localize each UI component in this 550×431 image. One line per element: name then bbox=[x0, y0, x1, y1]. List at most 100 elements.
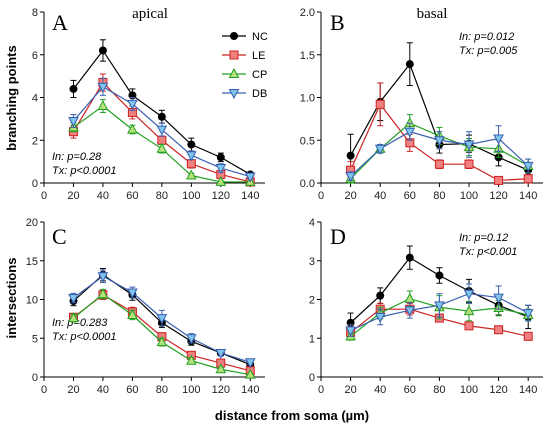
x-tick-label: 120 bbox=[489, 190, 507, 202]
x-tick-label: 20 bbox=[344, 190, 356, 202]
data-point bbox=[404, 127, 416, 138]
x-tick-label: 20 bbox=[67, 190, 79, 202]
y-tick-label: 1 bbox=[309, 333, 315, 345]
data-point bbox=[97, 99, 109, 111]
x-tick-label: 40 bbox=[374, 190, 386, 202]
y-tick-label: 20 bbox=[26, 217, 38, 229]
data-point bbox=[186, 169, 197, 180]
data-point bbox=[435, 271, 444, 280]
y-tick-label: 3 bbox=[309, 256, 315, 268]
stat-text: Tx: p<0.001 bbox=[459, 246, 517, 258]
data-point bbox=[434, 301, 445, 312]
data-point bbox=[374, 144, 386, 155]
x-tick-label: 100 bbox=[460, 384, 478, 396]
y-tick-label: 10 bbox=[26, 295, 38, 307]
data-point bbox=[244, 172, 256, 183]
legend: NC LE CP DB bbox=[222, 31, 268, 100]
x-tick-label: 0 bbox=[41, 190, 47, 202]
data-point bbox=[215, 348, 227, 360]
data-point bbox=[69, 84, 78, 93]
data-point bbox=[156, 314, 168, 325]
y-tick-label: 4 bbox=[32, 93, 38, 105]
data-point bbox=[97, 288, 109, 299]
y-tick-label: 2 bbox=[32, 135, 38, 147]
data-point bbox=[375, 99, 385, 109]
x-tick-label: 140 bbox=[519, 190, 537, 202]
x-tick-label: 0 bbox=[318, 190, 324, 202]
series-cp bbox=[68, 99, 256, 186]
y-tick-label: 5 bbox=[32, 333, 38, 345]
y-tick-label: 2.0 bbox=[300, 7, 315, 19]
ylabel-bottom: intersections bbox=[4, 258, 19, 339]
data-point bbox=[404, 306, 416, 317]
series-db bbox=[68, 77, 256, 183]
data-point bbox=[187, 140, 196, 149]
x-tick-label: 20 bbox=[67, 384, 79, 396]
data-point bbox=[434, 159, 444, 169]
stat-text: In: p=0.283 bbox=[52, 317, 108, 329]
stat-text: In: p=0.012 bbox=[459, 31, 514, 43]
x-tick-label: 60 bbox=[126, 190, 138, 202]
data-point bbox=[463, 289, 475, 300]
data-point bbox=[68, 117, 79, 128]
series-cp bbox=[68, 288, 256, 379]
legend-marker bbox=[228, 89, 240, 100]
data-point bbox=[127, 288, 138, 299]
panel-letter: B bbox=[330, 10, 345, 35]
data-point bbox=[127, 99, 138, 110]
data-point bbox=[494, 175, 504, 185]
data-point bbox=[186, 334, 197, 345]
xlabel: distance from soma (µm) bbox=[215, 408, 369, 423]
x-tick-label: 60 bbox=[126, 384, 138, 396]
x-tick-label: 60 bbox=[404, 190, 416, 202]
y-tick-label: 4 bbox=[309, 217, 315, 229]
x-tick-label: 120 bbox=[212, 190, 230, 202]
legend-marker bbox=[228, 67, 240, 78]
data-point bbox=[464, 159, 474, 169]
x-tick-label: 20 bbox=[344, 384, 356, 396]
x-tick-label: 140 bbox=[241, 384, 259, 396]
panel-b: 0.0 0.5 1.0 1.5 2.0 0 20 40 60 80 100 120 140 B basal I… bbox=[300, 6, 543, 202]
data-point bbox=[68, 293, 79, 305]
stat-text: Tx: p<0.0001 bbox=[52, 331, 117, 343]
data-point bbox=[345, 326, 356, 337]
x-tick-label: 100 bbox=[182, 384, 200, 396]
panel-letter: D bbox=[330, 224, 346, 249]
data-point bbox=[186, 151, 197, 162]
data-point bbox=[98, 46, 107, 55]
data-point bbox=[405, 60, 414, 69]
y-tick-label: 0 bbox=[32, 372, 38, 384]
x-tick-label: 80 bbox=[156, 190, 168, 202]
data-point bbox=[156, 125, 168, 136]
data-point bbox=[464, 321, 474, 331]
stat-text: Tx: p<0.0001 bbox=[52, 165, 117, 177]
x-tick-label: 40 bbox=[374, 384, 386, 396]
stat-text: In: p=0.28 bbox=[52, 151, 102, 163]
panel-c: 0 5 10 15 20 0 20 40 60 80 100 120 140 C In: p=0.283 Tx… bbox=[26, 217, 265, 396]
legend-marker bbox=[229, 50, 239, 60]
y-tick-label: 1.5 bbox=[300, 50, 315, 62]
x-tick-label: 60 bbox=[404, 384, 416, 396]
data-point bbox=[463, 140, 475, 151]
data-point bbox=[493, 293, 504, 304]
x-tick-label: 120 bbox=[212, 384, 230, 396]
x-tick-label: 40 bbox=[97, 384, 109, 396]
x-tick-label: 100 bbox=[460, 190, 478, 202]
x-tick-label: 140 bbox=[519, 384, 537, 396]
data-point bbox=[494, 325, 504, 335]
data-point bbox=[244, 358, 256, 369]
data-point bbox=[216, 153, 225, 162]
data-point bbox=[405, 253, 414, 262]
data-point bbox=[127, 308, 138, 319]
x-tick-label: 0 bbox=[318, 384, 324, 396]
ylabel-top: branching points bbox=[4, 45, 19, 150]
y-tick-label: 0.5 bbox=[300, 135, 315, 147]
legend-label: NC bbox=[252, 31, 268, 43]
legend-label: CP bbox=[252, 69, 267, 81]
y-tick-label: 0 bbox=[32, 178, 38, 190]
x-tick-label: 100 bbox=[182, 190, 200, 202]
data-point bbox=[493, 134, 504, 145]
panel-subtitle: basal bbox=[417, 6, 448, 22]
